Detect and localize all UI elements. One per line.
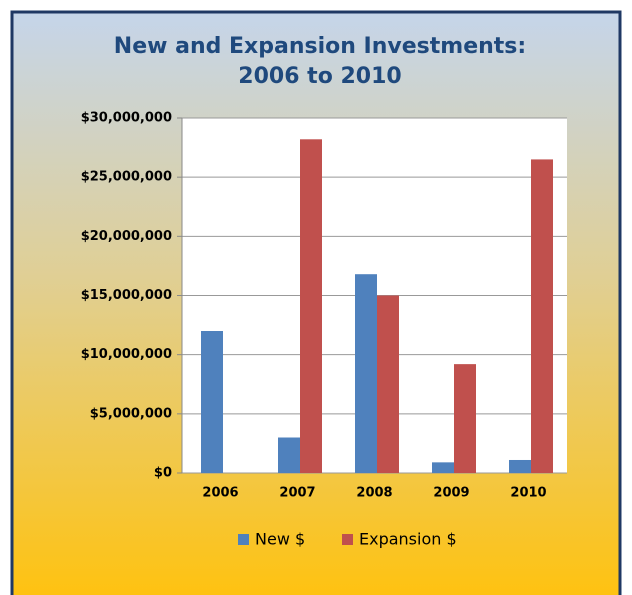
x-tick-label: 2007 xyxy=(279,486,315,501)
bar xyxy=(278,437,300,473)
y-tick-label: $30,000,000 xyxy=(81,111,172,126)
legend-label: Expansion $ xyxy=(359,530,457,549)
x-tick-label: 2006 xyxy=(202,486,238,501)
legend-label: New $ xyxy=(255,530,305,549)
bar xyxy=(355,274,377,473)
bar xyxy=(377,295,399,473)
chart-title: New and Expansion Investments: xyxy=(114,34,526,59)
y-tick-label: $25,000,000 xyxy=(81,170,172,185)
bar xyxy=(454,364,476,473)
x-tick-label: 2009 xyxy=(433,486,469,501)
bar xyxy=(432,462,454,473)
legend-swatch xyxy=(342,534,353,545)
x-tick-label: 2010 xyxy=(510,486,546,501)
y-tick-label: $20,000,000 xyxy=(81,229,172,244)
bar xyxy=(300,139,322,474)
bar xyxy=(509,459,531,473)
x-tick-label: 2008 xyxy=(356,486,392,501)
y-tick-label: $15,000,000 xyxy=(81,288,172,303)
bar xyxy=(531,159,553,473)
y-tick-label: $5,000,000 xyxy=(90,406,172,421)
y-tick-label: $10,000,000 xyxy=(81,347,172,362)
legend-swatch xyxy=(238,534,249,545)
chart-title: 2006 to 2010 xyxy=(238,64,401,89)
bar xyxy=(201,331,223,473)
y-tick-label: $0 xyxy=(154,466,172,481)
